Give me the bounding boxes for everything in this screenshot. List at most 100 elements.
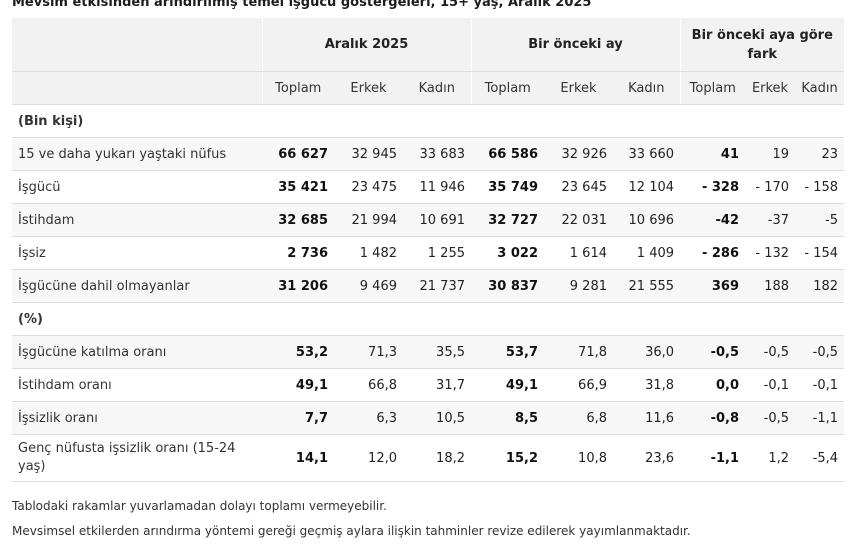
table-cell: 10,5 <box>403 401 471 435</box>
table-cell: 49,1 <box>262 368 334 402</box>
table-cell: 188 <box>745 269 796 303</box>
table-cell: 1 482 <box>334 236 403 270</box>
row-label: İşgücüne dahil olmayanlar <box>12 269 262 303</box>
table-cell: 66,8 <box>334 368 403 402</box>
table-cell: - 154 <box>795 236 845 270</box>
table-cell: 21 994 <box>334 203 403 237</box>
table-row: İstihdam oranı 49,1 66,8 31,7 49,1 66,9 … <box>12 368 845 402</box>
table-cell: 2 736 <box>262 236 334 270</box>
section-label: (%) <box>12 302 845 336</box>
subheader-cell: Kadın <box>613 71 681 105</box>
table-row: İşgücüne dahil olmayanlar 31 206 9 469 2… <box>12 269 845 303</box>
table-cell: 18,2 <box>403 434 471 482</box>
subheader-cell: Erkek <box>544 71 613 105</box>
row-label: 15 ve daha yukarı yaştaki nüfus <box>12 137 262 171</box>
table-cell: - 170 <box>745 170 796 204</box>
header-blank <box>12 18 262 72</box>
labour-indicators-table: Aralık 2025 Bir önceki ay Bir önceki aya… <box>12 18 845 482</box>
subheader-cell: Kadın <box>795 71 845 105</box>
table-cell: 369 <box>680 269 746 303</box>
table-cell: 11 946 <box>403 170 471 204</box>
subheader-cell: Erkek <box>745 71 796 105</box>
table-cell: 32 727 <box>471 203 544 237</box>
table-cell: -1,1 <box>680 434 746 482</box>
table-row: 15 ve daha yukarı yaştaki nüfus 66 627 3… <box>12 137 845 171</box>
group-header-previous: Bir önceki ay <box>470 18 681 72</box>
table-cell: 21 555 <box>613 269 681 303</box>
subheader-row: Toplam Erkek Kadın Toplam Erkek Kadın To… <box>12 71 845 105</box>
table-cell: 6,3 <box>334 401 403 435</box>
table-cell: 10 691 <box>403 203 471 237</box>
subheader-cell: Toplam <box>261 71 334 105</box>
table-row: İstihdam 32 685 21 994 10 691 32 727 22 … <box>12 203 845 237</box>
table-cell: 35,5 <box>403 335 471 369</box>
table-cell: 1,2 <box>745 434 796 482</box>
footnote-rounding: Tablodaki rakamlar yuvarlamadan dolayı t… <box>12 499 387 513</box>
table-cell: 22 031 <box>544 203 613 237</box>
table-cell: 10,8 <box>544 434 613 482</box>
group-header-difference: Bir önceki aya göre fark <box>679 18 845 72</box>
row-label: İstihdam <box>12 203 262 237</box>
table-cell: -0,5 <box>795 335 845 369</box>
section-row-thousand-persons: (Bin kişi) <box>12 104 845 138</box>
table-cell: 23 475 <box>334 170 403 204</box>
table-cell: -42 <box>680 203 746 237</box>
subheader-cell: Erkek <box>334 71 403 105</box>
footnote-seasonal-adjustment: Mevsimsel etkilerden arındırma yöntemi g… <box>12 524 691 538</box>
table-cell: 41 <box>680 137 746 171</box>
table-cell: -0,1 <box>745 368 796 402</box>
table-cell: 8,5 <box>471 401 544 435</box>
table-cell: 1 614 <box>544 236 613 270</box>
row-label: İşgücüne katılma oranı <box>12 335 262 369</box>
table-cell: 66 627 <box>262 137 334 171</box>
table-cell: 1 409 <box>613 236 681 270</box>
table-cell: 71,3 <box>334 335 403 369</box>
table-cell: -5 <box>795 203 845 237</box>
table-row: İşgücüne katılma oranı 53,2 71,3 35,5 53… <box>12 335 845 369</box>
table-cell: 0,0 <box>680 368 746 402</box>
table-cell: - 132 <box>745 236 796 270</box>
row-label: İstihdam oranı <box>12 368 262 402</box>
table-cell: 6,8 <box>544 401 613 435</box>
table-cell: - 158 <box>795 170 845 204</box>
table-cell: 31,8 <box>613 368 681 402</box>
table-row: Genç nüfusta işsizlik oranı (15-24 yaş) … <box>12 434 845 482</box>
table-cell: 14,1 <box>262 434 334 482</box>
table-cell: -0,8 <box>680 401 746 435</box>
table-cell: 32 926 <box>544 137 613 171</box>
table-cell: -37 <box>745 203 796 237</box>
table-cell: 30 837 <box>471 269 544 303</box>
table-cell: 31 206 <box>262 269 334 303</box>
table-cell: - 328 <box>680 170 746 204</box>
table-cell: 9 469 <box>334 269 403 303</box>
table-cell: 71,8 <box>544 335 613 369</box>
table-cell: 182 <box>795 269 845 303</box>
table-cell: 35 421 <box>262 170 334 204</box>
table-cell: 32 945 <box>334 137 403 171</box>
table-cell: 1 255 <box>403 236 471 270</box>
subheader-blank <box>12 71 262 105</box>
table-cell: 15,2 <box>471 434 544 482</box>
subheader-cell: Toplam <box>679 71 746 105</box>
row-label: İşsizlik oranı <box>12 401 262 435</box>
table-cell: 53,2 <box>262 335 334 369</box>
table-cell: 23 <box>795 137 845 171</box>
table-cell: 53,7 <box>471 335 544 369</box>
table-cell: 23,6 <box>613 434 681 482</box>
table-row: İşgücü 35 421 23 475 11 946 35 749 23 64… <box>12 170 845 204</box>
table-cell: 3 022 <box>471 236 544 270</box>
table-cell: 33 660 <box>613 137 681 171</box>
row-label: İşsiz <box>12 236 262 270</box>
table-cell: 35 749 <box>471 170 544 204</box>
group-header-current: Aralık 2025 <box>261 18 471 72</box>
table-cell: 19 <box>745 137 796 171</box>
table-cell: 49,1 <box>471 368 544 402</box>
table-cell: -5,4 <box>795 434 845 482</box>
table-cell: 36,0 <box>613 335 681 369</box>
section-row-percent: (%) <box>12 302 845 336</box>
table-row: İşsizlik oranı 7,7 6,3 10,5 8,5 6,8 11,6… <box>12 401 845 435</box>
table-cell: 31,7 <box>403 368 471 402</box>
subheader-cell: Toplam <box>470 71 544 105</box>
table-cell: 33 683 <box>403 137 471 171</box>
row-label: İşgücü <box>12 170 262 204</box>
